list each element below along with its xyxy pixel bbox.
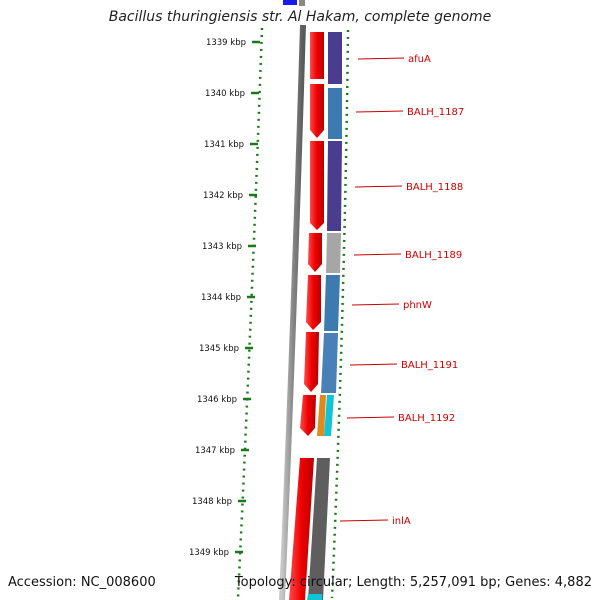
scale-label: 1342 kbp (203, 191, 243, 201)
gene-leader-line (349, 363, 398, 366)
scale-label: 1348 kbp (192, 497, 232, 507)
gene-arrow-forward[interactable] (308, 233, 322, 272)
gene-arrow-forward[interactable] (300, 395, 316, 436)
gene-label[interactable]: BALH_1189 (405, 250, 462, 261)
scale-label: 1346 kbp (197, 395, 237, 405)
gene-label[interactable]: phnW (403, 300, 432, 311)
gene-track-balh-1189[interactable] (326, 233, 341, 273)
gene-arrow-forward[interactable] (310, 32, 324, 79)
gene-leader-line (351, 303, 400, 306)
scale-label: 1343 kbp (202, 242, 242, 252)
top-feature-marker (283, 0, 297, 5)
gene-track-balh-1192-b[interactable] (324, 395, 334, 436)
topology-text: Topology: circular; Length: 5,257,091 bp… (234, 575, 592, 590)
scale-label: 1340 kbp (205, 89, 245, 99)
gene-label[interactable]: inlA (392, 516, 411, 527)
gene-track-balh-1192-a[interactable] (317, 395, 326, 436)
accession-text: Accession: NC_008600 (8, 575, 156, 590)
gene-track-balh-1191[interactable] (321, 333, 338, 393)
gene-leader-line (355, 110, 404, 113)
scale-label: 1349 kbp (189, 548, 229, 558)
gene-track-balh-1188[interactable] (327, 141, 342, 231)
gene-leader-line (346, 416, 395, 419)
gene-track-phnw[interactable] (324, 275, 340, 331)
scale-label: 1341 kbp (204, 140, 244, 150)
gene-track-inla[interactable] (308, 458, 330, 600)
function-track (307, 32, 342, 600)
gene-track-afua[interactable] (328, 32, 342, 84)
scale-label: 1347 kbp (195, 446, 235, 456)
gene-arrow-forward[interactable] (306, 275, 321, 330)
scale-label: 1339 kbp (206, 38, 246, 48)
gene-arrow-forward[interactable] (310, 84, 324, 138)
gene-track-cyan-bottom[interactable] (307, 594, 322, 600)
gene-arrow-forward[interactable] (289, 458, 314, 600)
gene-label[interactable]: BALH_1187 (407, 107, 464, 118)
gene-track-balh-1187[interactable] (328, 88, 342, 139)
backbone-arc (279, 24, 306, 600)
scale-label: 1344 kbp (201, 293, 241, 303)
gene-label[interactable]: BALH_1191 (401, 360, 458, 371)
forward-strand (289, 32, 324, 600)
top-grey-marker (299, 0, 305, 6)
gene-leader-line (357, 57, 405, 60)
gene-leader-line (353, 253, 402, 256)
gene-leader-line (339, 519, 389, 522)
gene-label[interactable]: afuA (408, 54, 431, 65)
gene-arrow-forward[interactable] (310, 141, 324, 230)
gene-label[interactable]: BALH_1192 (398, 413, 455, 424)
genome-title: Bacillus thuringiensis str. Al Hakam, co… (108, 9, 492, 25)
scale-label: 1345 kbp (199, 344, 239, 354)
gene-label[interactable]: BALH_1188 (406, 182, 463, 193)
gene-leader-line (354, 185, 403, 188)
scale-arc (236, 27, 264, 599)
gene-arrow-forward[interactable] (304, 332, 319, 392)
